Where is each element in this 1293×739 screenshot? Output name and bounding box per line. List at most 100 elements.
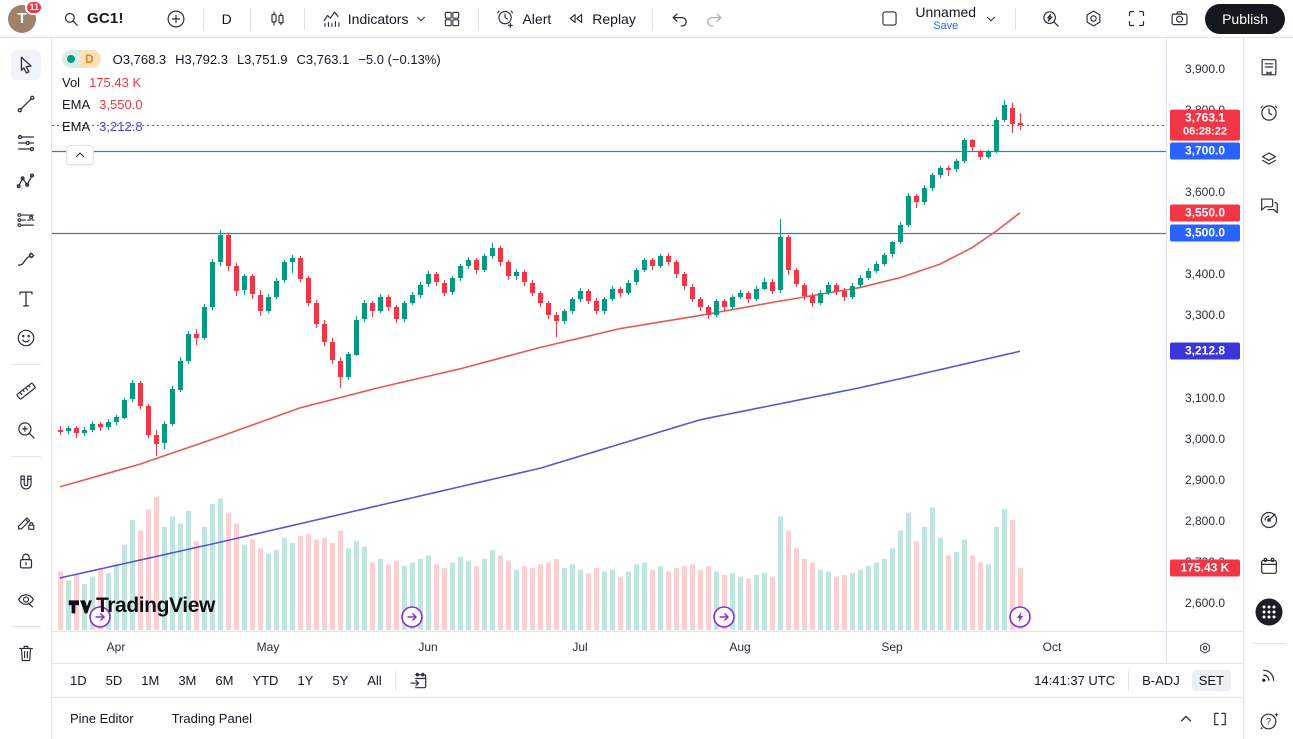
right-sidebar: ? (1243, 38, 1293, 739)
tool-zoom-in-icon[interactable] (11, 415, 41, 445)
object-tree-icon[interactable] (1254, 144, 1284, 174)
range-1d[interactable]: 1D (70, 673, 87, 688)
replay-button[interactable]: Replay (558, 4, 643, 33)
range-6m[interactable]: 6M (215, 673, 234, 688)
toolbar-separator (394, 670, 396, 691)
chart-area[interactable]: D O3,768.3 H3,792.3 L3,751.9 C3,763.1 −5… (52, 38, 1166, 663)
tool-brush-icon[interactable] (11, 245, 41, 275)
month-label: Oct (1042, 640, 1062, 654)
price-axis[interactable]: 3,900.03,800.03,600.03,400.03,300.03,100… (1166, 38, 1243, 663)
tool-text-icon[interactable] (11, 284, 41, 314)
price-tick: 3,600.0 (1184, 185, 1226, 200)
layout-chevron-icon[interactable] (984, 12, 998, 26)
legend-collapse-button[interactable] (66, 145, 94, 165)
layout-icon[interactable] (872, 4, 907, 33)
price-label-badge: 175.43 K (1170, 559, 1240, 577)
tradingview-watermark: TradingView (66, 593, 215, 619)
tool-trendline-icon[interactable] (11, 89, 41, 119)
chart-type-icon[interactable] (260, 4, 295, 33)
alert-button[interactable]: Alert (488, 4, 558, 33)
settings-icon[interactable] (1076, 4, 1111, 33)
range-5d[interactable]: 5D (105, 673, 123, 688)
top-toolbar: T 11 GC1! D Indicators Alert Replay (0, 0, 1293, 38)
publish-button[interactable]: Publish (1205, 3, 1285, 34)
session-toggle[interactable]: SET (1191, 670, 1231, 691)
interval-button[interactable]: D (221, 10, 232, 27)
month-label: Apr (106, 640, 126, 654)
adjustment-toggle[interactable]: B-ADJ (1142, 673, 1180, 688)
ema-slow-label: EMA (62, 119, 91, 134)
quick-search-icon[interactable] (1033, 4, 1068, 33)
month-label: May (256, 640, 280, 654)
alerts-clock-icon[interactable] (1254, 98, 1284, 128)
toolbar-separator (651, 7, 653, 30)
tool-magnet-icon[interactable] (11, 468, 41, 498)
price-chart-canvas[interactable] (52, 38, 1166, 631)
indicators-button[interactable]: Indicators (314, 4, 436, 33)
clock[interactable]: 14:41:37 UTC (1034, 673, 1116, 688)
tool-draw-mode-icon[interactable] (11, 507, 41, 537)
toolbar-separator (1015, 7, 1017, 30)
axis-settings-icon[interactable] (1197, 640, 1213, 656)
redo-icon[interactable] (697, 4, 732, 33)
compare-add-icon[interactable] (158, 4, 194, 34)
symbol-name: GC1! (87, 10, 124, 27)
panel-maximize-icon[interactable] (1211, 710, 1229, 728)
tool-trash-icon[interactable] (11, 638, 41, 668)
tool-ruler-icon[interactable] (11, 376, 41, 406)
ema-fast-value: 3,550.0 (99, 97, 143, 112)
snapshot-icon[interactable] (1162, 4, 1197, 33)
pine-editor-tab[interactable]: Pine Editor (70, 711, 134, 726)
broadcast-icon[interactable] (1254, 660, 1284, 690)
range-5y[interactable]: 5Y (332, 673, 349, 688)
notification-badge: 11 (25, 0, 43, 15)
price-tick: 2,600.0 (1184, 596, 1226, 610)
time-axis[interactable]: Apr May Jun Jul Aug Sep Oct (52, 631, 1166, 663)
tool-fib-retracement-icon[interactable] (11, 128, 41, 158)
tool-projection-icon[interactable] (11, 206, 41, 236)
indicator-templates-icon[interactable] (435, 5, 469, 33)
toolbar-separator (1128, 670, 1130, 691)
layout-name-button[interactable]: Unnamed Save (915, 4, 976, 33)
fullscreen-icon[interactable] (1119, 4, 1154, 33)
interval-badge: D (80, 50, 101, 68)
ema-slow-value: 3,212.8 (99, 119, 143, 134)
tradingview-logo-icon (66, 593, 92, 619)
range-all[interactable]: All (367, 673, 382, 688)
tool-emoji-icon[interactable] (11, 323, 41, 353)
market-status-pill[interactable]: D (62, 50, 101, 68)
undo-icon[interactable] (662, 4, 697, 33)
month-label: Jun (418, 640, 438, 654)
help-icon[interactable]: ? (1254, 706, 1284, 736)
bottom-toolbar: 1D 5D 1M 3M 6M YTD 1Y 5Y All 14:41:37 UT… (52, 663, 1243, 697)
alert-label: Alert (522, 10, 552, 27)
tool-lock-icon[interactable] (11, 546, 41, 576)
month-label: Jul (572, 640, 588, 654)
tool-cursor-icon[interactable] (10, 50, 41, 80)
panel-expand-chevron-icon[interactable] (1177, 710, 1195, 728)
calendar-icon[interactable] (1254, 551, 1284, 581)
range-ytd[interactable]: YTD (252, 673, 279, 688)
save-label[interactable]: Save (933, 20, 959, 33)
go-to-date-icon[interactable] (409, 671, 429, 691)
range-3m[interactable]: 3M (178, 673, 197, 688)
tool-pattern-icon[interactable] (11, 167, 41, 197)
watchlist-icon[interactable] (1254, 52, 1284, 82)
price-label-badge: 3,700.0 (1170, 142, 1240, 160)
tradingview-brand: TradingView (96, 594, 215, 617)
chat-icon[interactable] (1254, 190, 1284, 220)
screener-icon[interactable] (1254, 505, 1284, 535)
range-1m[interactable]: 1M (141, 673, 160, 688)
svg-text:?: ? (1265, 717, 1270, 728)
chevron-down-icon (414, 12, 428, 26)
sidebar-divider (1251, 643, 1286, 644)
price-label-badge: 3,212.8 (1170, 342, 1240, 360)
apps-grid-icon[interactable] (1254, 597, 1284, 627)
price-tick: 3,100.0 (1184, 390, 1226, 405)
symbol-search-button[interactable]: GC1! (54, 6, 132, 32)
range-1y[interactable]: 1Y (297, 673, 314, 688)
tool-hide-drawings-icon[interactable] (11, 585, 41, 615)
trading-panel-tab[interactable]: Trading Panel (171, 711, 253, 726)
toolbar-divider (10, 456, 41, 457)
user-avatar[interactable]: T 11 (8, 0, 43, 33)
